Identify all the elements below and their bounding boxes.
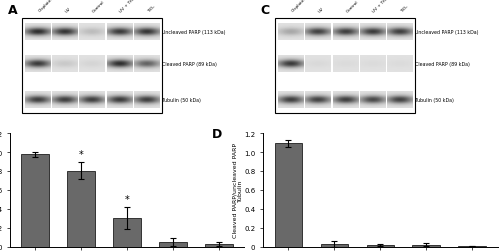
Bar bbox=[160, 242, 187, 247]
Text: C: C bbox=[261, 4, 270, 17]
Bar bbox=[366, 245, 394, 247]
Text: UV: UV bbox=[65, 6, 72, 13]
Bar bbox=[458, 246, 486, 247]
Text: Cisplatin: Cisplatin bbox=[291, 0, 307, 13]
Text: D: D bbox=[212, 128, 222, 141]
Text: A: A bbox=[8, 4, 18, 17]
Bar bbox=[68, 171, 95, 247]
Text: Uncleaved PARP (113 kDa): Uncleaved PARP (113 kDa) bbox=[416, 30, 479, 35]
Text: Tubulin (50 kDa): Tubulin (50 kDa) bbox=[416, 98, 455, 103]
Text: UV + TiO₂: UV + TiO₂ bbox=[119, 0, 137, 13]
Text: *: * bbox=[79, 149, 84, 160]
Text: Control: Control bbox=[92, 0, 106, 13]
Bar bbox=[114, 218, 141, 247]
Y-axis label: Cleaved PARP/uncleaved PARP
Tubulin: Cleaved PARP/uncleaved PARP Tubulin bbox=[232, 143, 243, 238]
Text: Control: Control bbox=[345, 0, 359, 13]
Text: Tubulin (50 kDa): Tubulin (50 kDa) bbox=[162, 98, 201, 103]
Text: TiO₂: TiO₂ bbox=[146, 4, 156, 13]
Text: UV + TiO₂: UV + TiO₂ bbox=[372, 0, 390, 13]
Text: TiO₂: TiO₂ bbox=[400, 4, 408, 13]
Bar bbox=[206, 244, 233, 247]
Bar bbox=[412, 245, 440, 247]
Text: Cleaved PARP (89 kDa): Cleaved PARP (89 kDa) bbox=[416, 62, 470, 67]
Text: Uncleaved PARP (113 kDa): Uncleaved PARP (113 kDa) bbox=[162, 30, 226, 35]
Bar bbox=[274, 144, 302, 247]
Text: *: * bbox=[125, 194, 130, 204]
Bar bbox=[22, 155, 49, 247]
Text: UV: UV bbox=[318, 6, 325, 13]
Text: Cisplatin: Cisplatin bbox=[38, 0, 54, 13]
Text: Cleaved PARP (89 kDa): Cleaved PARP (89 kDa) bbox=[162, 62, 217, 67]
Bar bbox=[320, 244, 348, 247]
